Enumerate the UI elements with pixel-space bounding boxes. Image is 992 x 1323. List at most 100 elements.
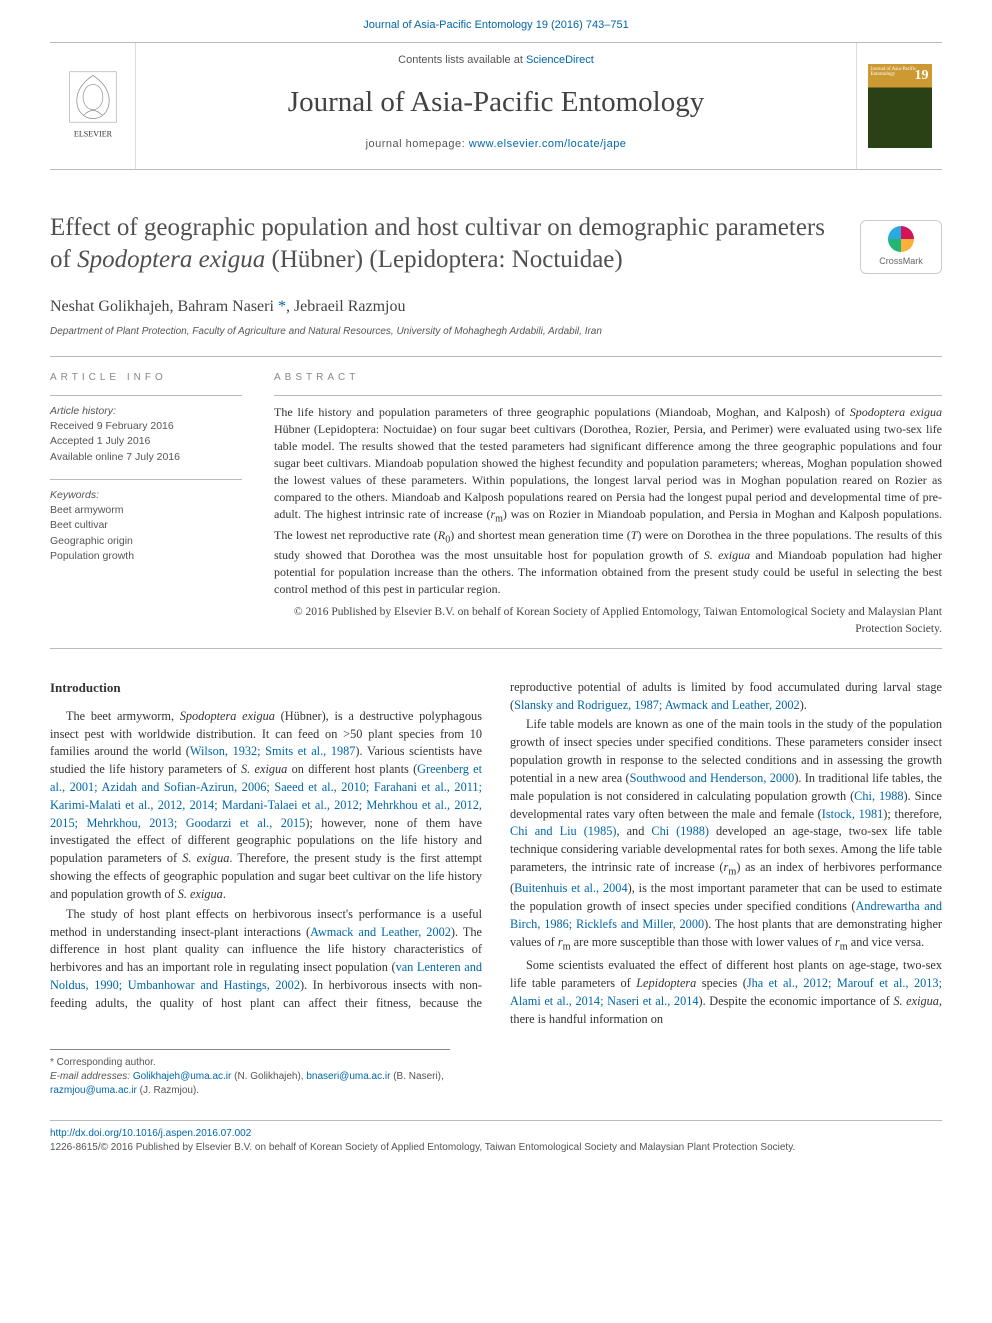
issn-copyright: 1226-8615/© 2016 Published by Elsevier B… xyxy=(50,1142,795,1153)
keyword: Beet cultivar xyxy=(50,518,242,533)
citation-link[interactable]: Chi (1988) xyxy=(651,824,709,838)
divider xyxy=(274,395,942,396)
history-online: Available online 7 July 2016 xyxy=(50,450,242,465)
species: S. exigua xyxy=(241,762,287,776)
abs-part: The life history and population paramete… xyxy=(274,405,850,419)
email-link[interactable]: razmjou@uma.ac.ir xyxy=(50,1085,137,1096)
email-link[interactable]: Golikhajeh@uma.ac.ir xyxy=(133,1071,232,1082)
text: and vice versa. xyxy=(848,935,924,949)
text: , and xyxy=(616,824,651,838)
article-info-label: article info xyxy=(50,371,242,386)
publisher-logo-cell: ELSEVIER xyxy=(50,43,136,169)
history-accepted: Accepted 1 July 2016 xyxy=(50,434,242,449)
journal-name: Journal of Asia-Pacific Entomology xyxy=(136,81,856,123)
corresponding-note: * Corresponding author. xyxy=(50,1056,450,1070)
author-names: Neshat Golikhajeh, Bahram Naseri xyxy=(50,298,278,315)
abs-species: Spodoptera exigua xyxy=(850,405,942,419)
email-who: (N. Golikhajeh), xyxy=(231,1071,306,1082)
email-who: (B. Naseri), xyxy=(390,1071,443,1082)
footer-block: http://dx.doi.org/10.1016/j.aspen.2016.0… xyxy=(50,1120,942,1176)
citation-link[interactable]: Awmack and Leather, 2002 xyxy=(310,925,451,939)
citation-link[interactable]: Istock, 1981 xyxy=(822,807,883,821)
divider xyxy=(50,395,242,396)
contents-prefix: Contents lists available at xyxy=(398,54,526,66)
text: are more susceptible than those with low… xyxy=(571,935,835,949)
elsevier-logo: ELSEVIER xyxy=(61,70,125,142)
divider xyxy=(50,648,942,649)
title-part: (Hübner) (Lepidoptera: Noctuidae) xyxy=(265,246,622,273)
cover-thumb-cell: Journal of Asia-Pacific Entomology 19 xyxy=(856,43,942,169)
sub: m xyxy=(840,941,848,952)
contents-available-line: Contents lists available at ScienceDirec… xyxy=(136,53,856,69)
cover-issue-number: 19 xyxy=(915,66,929,86)
text: on different host plants ( xyxy=(287,762,417,776)
crossmark-icon xyxy=(888,226,914,252)
email-line: E-mail addresses: Golikhajeh@uma.ac.ir (… xyxy=(50,1070,450,1098)
keyword: Geographic origin xyxy=(50,534,242,549)
citation-link[interactable]: Southwood and Henderson, 2000 xyxy=(630,771,795,785)
citation-link[interactable]: Wilson, 1932; Smits et al., 1987 xyxy=(190,744,356,758)
author-list: Neshat Golikhajeh, Bahram Naseri *, Jebr… xyxy=(50,295,942,318)
journal-header-center: Contents lists available at ScienceDirec… xyxy=(136,43,856,169)
doi-link[interactable]: http://dx.doi.org/10.1016/j.aspen.2016.0… xyxy=(50,1128,251,1139)
text: . xyxy=(223,887,226,901)
sciencedirect-link[interactable]: ScienceDirect xyxy=(526,54,594,66)
affiliation: Department of Plant Protection, Faculty … xyxy=(50,325,942,340)
keyword: Beet armyworm xyxy=(50,503,242,518)
abs-part: ) and shortest mean generation time ( xyxy=(450,528,631,542)
species: Spodoptera exigua xyxy=(180,709,275,723)
section-heading-introduction: Introduction xyxy=(50,679,482,698)
footnotes: * Corresponding author. E-mail addresses… xyxy=(50,1049,450,1098)
abs-sub: m xyxy=(495,514,503,525)
citation-link[interactable]: Slansky and Rodriguez, 1987; Awmack and … xyxy=(514,698,800,712)
abs-species: S. exigua xyxy=(704,548,750,562)
corresponding-mark: * xyxy=(278,298,286,315)
body-paragraph: Life table models are known as one of th… xyxy=(510,716,942,955)
svg-text:ELSEVIER: ELSEVIER xyxy=(73,129,112,138)
article-header: CrossMark Effect of geographic populatio… xyxy=(50,212,942,340)
email-link[interactable]: bnaseri@uma.ac.ir xyxy=(306,1071,390,1082)
body-paragraph: Some scientists evaluated the effect of … xyxy=(510,957,942,1028)
title-species: Spodoptera exigua xyxy=(77,246,265,273)
citation-link[interactable]: Chi and Liu (1985) xyxy=(510,824,616,838)
article-title: Effect of geographic population and host… xyxy=(50,212,942,277)
citation-link[interactable]: Chi, 1988 xyxy=(854,789,903,803)
abstract-label: abstract xyxy=(274,371,942,386)
journal-cover-thumb: Journal of Asia-Pacific Entomology 19 xyxy=(868,64,932,148)
crossmark-badge[interactable]: CrossMark xyxy=(860,220,942,274)
history-label: Article history: xyxy=(50,404,242,419)
text: species ( xyxy=(696,976,746,990)
email-who: (J. Razmjou). xyxy=(137,1085,199,1096)
species: S. exigua xyxy=(182,851,229,865)
email-label: E-mail addresses: xyxy=(50,1071,130,1082)
journal-homepage-link[interactable]: www.elsevier.com/locate/jape xyxy=(469,138,627,150)
text: The beet armyworm, xyxy=(66,709,180,723)
species: Lepidoptera xyxy=(636,976,696,990)
author-names: , Jebraeil Razmjou xyxy=(286,298,406,315)
keywords-label: Keywords: xyxy=(50,488,242,503)
meta-abstract-row: article info Article history: Received 9… xyxy=(50,371,942,638)
citation-link[interactable]: Buitenhuis et al., 2004 xyxy=(514,881,628,895)
divider xyxy=(50,356,942,357)
text: ); therefore, xyxy=(883,807,942,821)
sub: m xyxy=(563,941,571,952)
journal-homepage-line: journal homepage: www.elsevier.com/locat… xyxy=(136,137,856,153)
species: S. exigua xyxy=(893,994,939,1008)
abstract-column: abstract The life history and population… xyxy=(274,371,942,638)
article-body: Introduction The beet armyworm, Spodopte… xyxy=(50,679,942,1029)
keyword: Population growth xyxy=(50,549,242,564)
running-head: Journal of Asia-Pacific Entomology 19 (2… xyxy=(0,0,992,42)
abstract-copyright: © 2016 Published by Elsevier B.V. on beh… xyxy=(274,604,942,637)
divider xyxy=(50,479,242,480)
history-received: Received 9 February 2016 xyxy=(50,419,242,434)
abstract-text: The life history and population paramete… xyxy=(274,404,942,598)
crossmark-label: CrossMark xyxy=(879,255,923,268)
article-info-column: article info Article history: Received 9… xyxy=(50,371,242,638)
species: S. exigua xyxy=(178,887,223,901)
text: ). xyxy=(800,698,807,712)
running-head-link[interactable]: Journal of Asia-Pacific Entomology 19 (2… xyxy=(363,19,628,31)
body-paragraph: The beet armyworm, Spodoptera exigua (Hü… xyxy=(50,708,482,904)
homepage-prefix: journal homepage: xyxy=(366,138,469,150)
text: ). Despite the economic importance of xyxy=(699,994,894,1008)
journal-header: ELSEVIER Contents lists available at Sci… xyxy=(50,42,942,170)
